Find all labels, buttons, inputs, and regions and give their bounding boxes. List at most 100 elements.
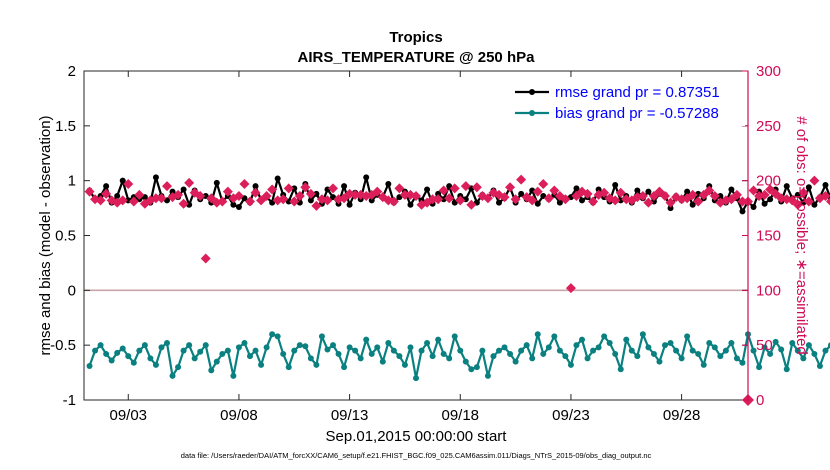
series-1-point: [507, 350, 514, 357]
series-1-point: [811, 350, 818, 357]
obs-count-marker: [803, 196, 814, 207]
obs-count-marker: [123, 178, 134, 189]
y2-tick-label: 250: [756, 118, 781, 135]
x-tick-label: 09/03: [109, 407, 147, 424]
series-1-point: [446, 355, 453, 362]
obs-count-marker: [261, 191, 272, 202]
series-0-point: [180, 186, 187, 193]
obs-count-marker: [516, 174, 527, 185]
series-0-point: [424, 186, 431, 193]
series-1-point: [197, 348, 204, 355]
series-1-point: [269, 331, 276, 338]
series-1-point: [540, 350, 547, 357]
series-0-point: [579, 197, 585, 204]
series-0-point: [612, 182, 619, 189]
legend: rmse grand pr = 0.87351 bias grand pr = -…: [513, 80, 745, 126]
series-0-point: [750, 203, 757, 210]
series-0-point: [235, 203, 242, 210]
series-1-point: [451, 333, 458, 340]
obs-count-marker: [505, 182, 516, 193]
series-1-point: [473, 364, 480, 371]
chart-title: Tropics: [389, 29, 442, 46]
obs-count-marker: [455, 195, 466, 206]
obs-count-marker: [438, 185, 449, 196]
obs-count-marker: [200, 253, 211, 264]
series-1-point: [794, 347, 801, 354]
obs-count-marker: [178, 198, 189, 209]
series-1-point: [401, 361, 408, 368]
series-1-point: [152, 361, 159, 368]
series-1-point: [357, 355, 364, 362]
series-1-point: [258, 361, 265, 368]
series-1-point: [191, 355, 198, 362]
obs-count-marker: [660, 191, 670, 202]
series-1-point: [534, 331, 541, 338]
series-0-point: [169, 188, 176, 195]
series-0-point: [556, 199, 563, 206]
series-1-point: [407, 344, 414, 351]
series-0-point: [230, 201, 237, 208]
series-1-point: [285, 364, 292, 371]
series-1-point: [612, 350, 619, 357]
series-1-point: [280, 350, 287, 357]
series-1-point: [816, 363, 823, 370]
series-1-point: [650, 350, 657, 357]
obs-count-marker: [427, 194, 438, 205]
series-1-point: [291, 347, 298, 354]
series-1-point: [800, 355, 807, 362]
series-1-point: [822, 347, 829, 354]
series-1-point: [750, 347, 757, 354]
series-0-point: [739, 208, 746, 215]
series-0-point: [811, 201, 818, 208]
obs-count-marker: [693, 196, 704, 207]
legend-entry: bias grand pr = -0.57288: [555, 105, 719, 122]
obs-count-marker: [278, 194, 289, 205]
x-tick-label: 09/08: [220, 407, 258, 424]
obs-count-marker: [305, 188, 316, 199]
series-0-point: [252, 183, 259, 190]
obs-count-marker: [233, 191, 244, 202]
series-1-point: [125, 353, 132, 360]
series-1-point: [224, 347, 231, 354]
series-1-point: [639, 331, 646, 338]
obs-count-marker: [499, 192, 510, 203]
x-axis-label: Sep.01,2015 00:00:00 start: [326, 428, 508, 445]
series-1-point: [457, 347, 464, 354]
series-1-point: [689, 347, 696, 354]
obs-count-marker: [283, 183, 294, 194]
series-0-point: [717, 193, 724, 200]
series-1-point: [733, 355, 740, 362]
obs-count-marker: [610, 195, 621, 206]
obs-count-marker: [759, 189, 770, 200]
obs-count-marker: [411, 191, 421, 202]
series-0-point: [407, 201, 414, 208]
series-1-point: [186, 342, 193, 349]
legend-marker: [529, 89, 535, 95]
series-0-point: [435, 190, 442, 197]
y-tick-label: 2: [68, 63, 76, 80]
obs-count-marker: [532, 186, 543, 197]
series-0-point: [103, 183, 110, 190]
series-1-point: [739, 359, 746, 366]
obs-count-marker: [372, 186, 383, 197]
series-1-point: [219, 350, 226, 357]
obs-count-marker: [809, 175, 820, 186]
series-0-point: [313, 190, 320, 197]
obs-count-marker: [300, 182, 311, 193]
series-1-point: [512, 358, 519, 365]
series-1-point: [164, 339, 170, 346]
series-0-point: [274, 175, 281, 182]
series-1-point: [551, 333, 558, 340]
obs-count-marker: [394, 183, 405, 194]
series-1-point: [296, 342, 303, 349]
obs-count-marker: [95, 195, 106, 206]
obs-count-marker: [289, 196, 300, 207]
obs-count-marker: [156, 193, 167, 204]
series-1-point: [711, 344, 718, 351]
x-tick-label: 09/18: [441, 407, 479, 424]
series-1-point: [606, 339, 613, 346]
series-1-point: [490, 353, 497, 360]
obs-count-marker: [643, 197, 654, 208]
series-1-point: [772, 338, 779, 345]
series-1-point: [108, 357, 115, 364]
